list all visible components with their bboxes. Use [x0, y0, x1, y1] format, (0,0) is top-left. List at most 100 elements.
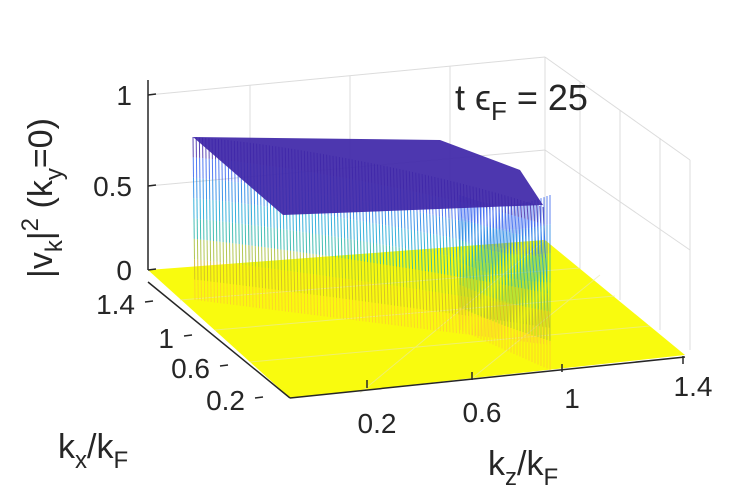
surface-line	[445, 236, 448, 256]
surface-line	[429, 310, 432, 330]
surface-line	[366, 241, 369, 263]
surface-line	[344, 258, 347, 279]
surface-line	[532, 203, 535, 222]
surface-line	[345, 278, 347, 300]
surface-line	[444, 274, 446, 294]
surface-plateau	[193, 137, 543, 215]
surface-line	[436, 234, 439, 255]
surface-line	[460, 277, 462, 297]
surface-line	[404, 228, 406, 249]
surface-line	[442, 216, 444, 237]
surface-line	[428, 291, 431, 311]
surface-line	[501, 212, 504, 231]
surface-line	[439, 235, 442, 255]
surface-line	[430, 252, 433, 273]
surface-line	[356, 220, 358, 241]
kx-tick-mark	[144, 300, 154, 303]
z-tick-label: 0.5	[93, 171, 132, 202]
surface-line	[524, 218, 527, 237]
surface-line	[412, 269, 414, 289]
surface-line	[369, 242, 372, 263]
surface-line	[529, 272, 532, 291]
surface-line	[394, 226, 397, 247]
surface-line	[453, 256, 455, 277]
surface-line	[499, 302, 502, 321]
surface-line	[360, 261, 363, 282]
surface-line	[370, 282, 373, 303]
surface-line	[374, 302, 377, 323]
surface-line	[448, 218, 451, 238]
surface-line	[368, 302, 370, 323]
surface-line	[410, 307, 412, 328]
surface-line	[437, 254, 439, 274]
surface-line	[387, 304, 390, 325]
surface-line	[390, 285, 392, 306]
surface-line	[545, 258, 547, 277]
surface-line	[359, 220, 362, 241]
surface-line	[533, 273, 536, 291]
surface-line	[538, 308, 540, 327]
surface-line	[444, 293, 447, 313]
surface-line	[405, 248, 407, 269]
surface-line	[453, 276, 456, 296]
surface-line	[497, 247, 499, 266]
surface-line	[432, 310, 435, 331]
surface-line	[414, 250, 417, 270]
surface-line	[532, 325, 535, 343]
surface-line	[529, 254, 531, 273]
z-axis-label: |vk|2 (ky=0)	[17, 118, 68, 278]
surface-line	[428, 271, 430, 292]
surface-line	[520, 270, 523, 289]
surface-line	[424, 251, 426, 272]
surface-line	[435, 292, 437, 312]
surface-line	[413, 210, 415, 231]
surface-line	[348, 279, 350, 300]
surface-line	[413, 308, 415, 328]
surface-line	[509, 232, 511, 251]
surface-line	[442, 236, 445, 256]
surface-line	[480, 317, 483, 337]
surface-line	[349, 219, 352, 240]
surface-line	[405, 268, 408, 288]
surface-line	[383, 284, 386, 305]
surface-line	[357, 260, 360, 281]
surface-line	[353, 239, 356, 261]
surface-line	[345, 299, 348, 320]
surface-line	[484, 318, 486, 337]
surface-line	[388, 245, 391, 266]
z-tick-label: 1	[116, 80, 132, 111]
surface-line	[431, 291, 434, 311]
surface-line	[493, 319, 496, 339]
surface-line	[526, 271, 529, 290]
surface-line	[451, 294, 453, 314]
surface-line	[477, 243, 480, 262]
surface-line	[517, 216, 520, 235]
surface-line	[535, 256, 538, 274]
surface-line	[340, 217, 342, 238]
surface-line	[449, 237, 451, 257]
surface-line	[353, 219, 355, 240]
surface-line	[508, 214, 511, 233]
surface-line	[341, 278, 344, 299]
surface-line	[369, 222, 371, 243]
surface-line	[388, 225, 390, 246]
surface-line	[392, 265, 395, 286]
surface-line	[439, 311, 441, 332]
surface-line	[338, 257, 340, 278]
surface-line	[398, 247, 401, 268]
surface-line	[363, 241, 365, 262]
kz-axis-label: kz/kF	[488, 445, 558, 491]
surface-line	[395, 246, 397, 267]
kz-tick-label: 0.2	[358, 408, 397, 439]
surface-line	[464, 296, 466, 316]
surface-line	[514, 286, 517, 305]
surface-line	[406, 287, 408, 308]
surface-line	[496, 229, 499, 248]
surface-line	[382, 244, 385, 265]
surface-line	[399, 286, 402, 307]
surface-line	[526, 324, 528, 343]
surface-line	[396, 286, 399, 307]
surface-line	[511, 215, 514, 234]
